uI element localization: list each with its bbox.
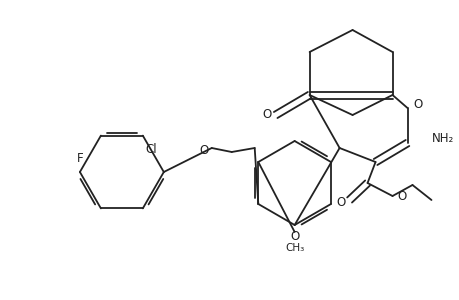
Text: NH₂: NH₂ [431,131,453,145]
Text: O: O [412,98,421,112]
Text: Cl: Cl [145,143,157,156]
Text: O: O [335,196,344,209]
Text: O: O [199,145,208,158]
Text: O: O [262,109,271,122]
Text: CH₃: CH₃ [285,243,303,253]
Text: O: O [289,230,299,244]
Text: O: O [396,190,405,202]
Text: F: F [77,152,83,164]
